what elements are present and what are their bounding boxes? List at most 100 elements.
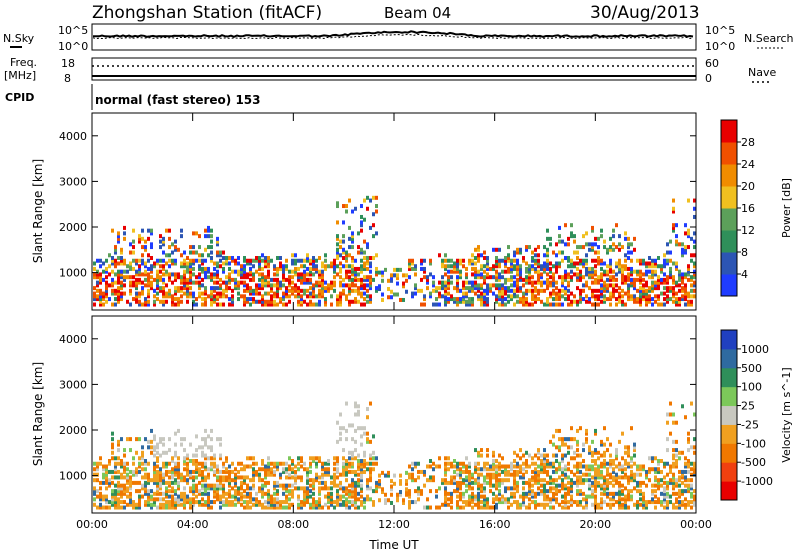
- velocity-echo-cell: [624, 486, 627, 491]
- velocity-echo-cell: [183, 491, 186, 496]
- power-echo-cell: [222, 302, 225, 307]
- velocity-echo-cell: [684, 475, 687, 480]
- velocity-echo-cell: [363, 459, 366, 464]
- velocity-echo-cell: [486, 448, 489, 453]
- power-echo-cell: [516, 272, 519, 277]
- power-echo-cell: [309, 266, 312, 271]
- power-echo-cell: [237, 256, 240, 261]
- velocity-echo-cell: [651, 500, 654, 505]
- velocity-echo-cell: [603, 483, 606, 488]
- velocity-echo-cell: [417, 491, 420, 496]
- velocity-echo-cell: [615, 456, 618, 461]
- power-echo-cell: [444, 294, 447, 299]
- velocity-echo-cell: [615, 453, 618, 458]
- power-echo-cell: [693, 283, 696, 288]
- velocity-echo-cell: [456, 472, 459, 477]
- velocity-echo-cell: [372, 500, 375, 505]
- power-echo-cell: [522, 277, 525, 282]
- velocity-echo-cell: [171, 500, 174, 505]
- velocity-echo-cell: [333, 500, 336, 505]
- velocity-echo-cell: [543, 489, 546, 494]
- velocity-echo-cell: [384, 473, 387, 478]
- power-echo-cell: [264, 291, 267, 296]
- power-echo-cell: [585, 299, 588, 304]
- power-echo-cell: [654, 261, 657, 266]
- power-echo-cell: [297, 277, 300, 282]
- power-echo-cell: [486, 266, 489, 271]
- velocity-echo-cell: [564, 475, 567, 480]
- power-echo-cell: [456, 277, 459, 282]
- power-echo-cell: [228, 275, 231, 280]
- power-echo-cell: [603, 288, 606, 293]
- velocity-echo-cell: [129, 478, 132, 483]
- velocity-echo-cell: [267, 480, 270, 485]
- power-echo-cell: [426, 275, 429, 280]
- velocity-echo-cell: [642, 480, 645, 485]
- power-echo-cell: [690, 258, 693, 263]
- power-echo-cell: [351, 269, 354, 274]
- velocity-echo-cell: [534, 500, 537, 505]
- power-echo-cell: [306, 258, 309, 263]
- power-colorbar-swatch-1: [721, 252, 737, 275]
- power-echo-cell: [276, 269, 279, 274]
- power-echo-cell: [546, 280, 549, 285]
- power-echo-cell: [630, 266, 633, 271]
- velocity-echo-cell: [216, 491, 219, 496]
- power-echo-cell: [573, 250, 576, 255]
- velocity-echo-cell: [258, 489, 261, 494]
- power-echo-cell: [693, 239, 696, 244]
- power-echo-cell: [567, 256, 570, 261]
- velocity-echo-cell: [360, 461, 363, 466]
- velocity-echo-cell: [657, 486, 660, 491]
- noise-tick-left-top: 10^5: [58, 24, 88, 37]
- velocity-echo-cell: [471, 475, 474, 480]
- power-echo-cell: [594, 272, 597, 277]
- power-echo-cell: [231, 288, 234, 293]
- power-echo-cell: [459, 288, 462, 293]
- power-echo-cell: [477, 283, 480, 288]
- power-echo-cell: [243, 258, 246, 263]
- power-echo-cell: [162, 299, 165, 304]
- power-echo-cell: [543, 302, 546, 307]
- power-echo-cell: [465, 272, 468, 277]
- velocity-echo-cell: [429, 464, 432, 469]
- velocity-echo-cell: [342, 464, 345, 469]
- power-echo-cell: [672, 291, 675, 296]
- velocity-echo-cell: [612, 497, 615, 502]
- power-echo-cell: [144, 245, 147, 250]
- power-echo-cell: [291, 275, 294, 280]
- power-echo-cell: [234, 269, 237, 274]
- power-echo-cell: [324, 297, 327, 302]
- velocity-echo-cell: [687, 469, 690, 474]
- velocity-echo-cell: [432, 478, 435, 483]
- velocity-echo-cell: [684, 483, 687, 488]
- nave-tick-bottom: 0: [705, 72, 712, 85]
- velocity-echo-cell: [156, 472, 159, 477]
- velocity-echo-cell: [147, 461, 150, 466]
- velocity-echo-cell: [204, 464, 207, 469]
- power-echo-cell: [486, 272, 489, 277]
- power-echo-cell: [291, 253, 294, 258]
- power-echo-cell: [645, 297, 648, 302]
- power-echo-cell: [201, 291, 204, 296]
- power-echo-cell: [261, 266, 264, 271]
- power-echo-cell: [462, 258, 465, 263]
- velocity-echo-cell: [639, 467, 642, 472]
- power-echo-cell: [447, 286, 450, 291]
- velocity-echo-cell: [333, 461, 336, 466]
- velocity-echo-cell: [690, 505, 693, 510]
- velocity-echo-cell: [549, 500, 552, 505]
- velocity-echo-cell: [240, 497, 243, 502]
- power-echo-cell: [114, 264, 117, 269]
- power-echo-cell: [495, 264, 498, 269]
- velocity-echo-cell: [129, 437, 132, 442]
- power-echo-cell: [312, 302, 315, 307]
- power-echo-cell: [291, 269, 294, 274]
- power-echo-cell: [402, 273, 405, 278]
- power-echo-cell: [627, 294, 630, 299]
- velocity-echo-cell: [336, 439, 339, 444]
- velocity-echo-cell: [486, 500, 489, 505]
- cpid-value: normal (fast stereo) 153: [95, 93, 261, 107]
- power-echo-cell: [507, 288, 510, 293]
- power-echo-cell: [531, 264, 534, 269]
